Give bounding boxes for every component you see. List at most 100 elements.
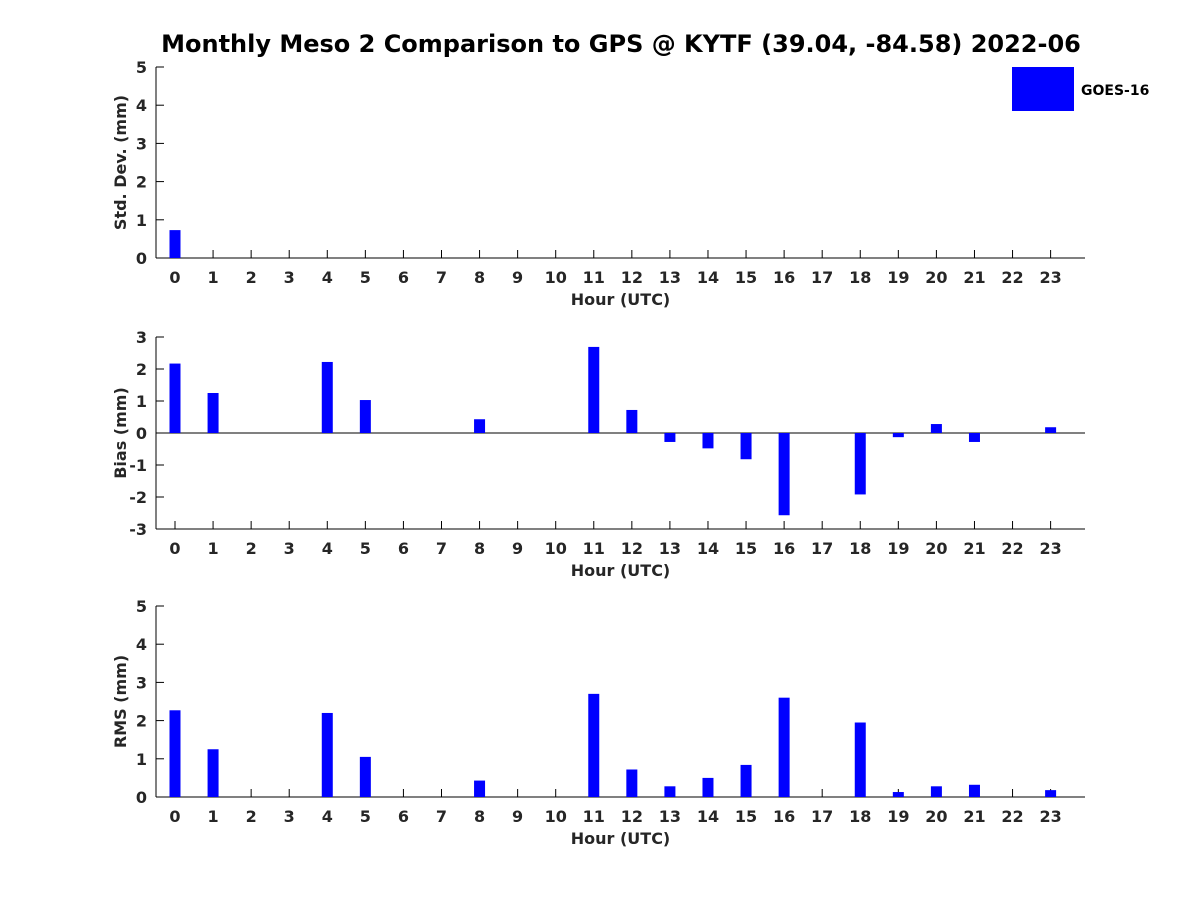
rms-bar-0 [169,710,181,797]
rms-x-axis-label: Hour (UTC) [571,829,671,848]
bias-x-tick-label: 4 [322,539,333,558]
std-dev-x-tick-label: 5 [360,268,371,287]
bias-y-tick-label: 1 [136,392,147,411]
std-dev-x-tick-label: 3 [284,268,295,287]
bias-bar-11 [588,346,600,433]
bias-y-tick-label: 3 [136,328,147,347]
std-dev-x-tick-label: 16 [773,268,795,287]
rms-x-tick-label: 6 [398,807,409,826]
std-dev-x-tick-label: 10 [545,268,567,287]
rms-x-tick-label: 16 [773,807,795,826]
bias-bar-13 [664,433,676,442]
rms-x-tick-label: 9 [512,807,523,826]
bias-x-tick-label: 18 [849,539,871,558]
bias-x-tick-label: 9 [512,539,523,558]
std-dev-bar-0 [169,230,181,258]
bias-bar-12 [626,409,638,433]
bias-x-tick-label: 17 [811,539,833,558]
std-dev-y-tick-label: 3 [136,134,147,153]
bias-bar-19 [892,433,904,438]
bias-bar-14 [702,433,714,449]
bias-x-tick-label: 7 [436,539,447,558]
bias-bar-15 [740,433,752,460]
bias-bar-23 [1045,427,1057,433]
rms-x-tick-label: 14 [697,807,719,826]
bias-y-axis-label: Bias (mm) [111,387,130,479]
chart-title: Monthly Meso 2 Comparison to GPS @ KYTF … [161,30,1081,58]
bias-x-tick-label: 21 [963,539,985,558]
bias-x-tick-label: 10 [545,539,567,558]
rms-x-tick-label: 10 [545,807,567,826]
std-dev-x-tick-label: 2 [246,268,257,287]
rms-y-tick-label: 2 [136,712,147,731]
std-dev-x-tick-label: 6 [398,268,409,287]
std-dev-x-tick-label: 22 [1001,268,1023,287]
bias-bar-21 [968,433,980,442]
rms-x-tick-label: 23 [1039,807,1061,826]
std-dev-x-tick-label: 21 [963,268,985,287]
std-dev-x-tick-label: 0 [169,268,180,287]
bias-x-tick-label: 20 [925,539,947,558]
rms-x-tick-label: 7 [436,807,447,826]
bias-x-axis-label: Hour (UTC) [571,561,671,580]
rms-bar-18 [854,722,866,797]
std-dev-x-tick-label: 18 [849,268,871,287]
bias-bar-5 [359,400,371,433]
bias-x-tick-label: 22 [1001,539,1023,558]
bias-x-tick-label: 3 [284,539,295,558]
rms-bar-21 [968,784,980,797]
std-dev-x-tick-label: 23 [1039,268,1061,287]
rms-y-tick-label: 5 [136,597,147,616]
rms-y-tick-label: 3 [136,673,147,692]
rms-bar-15 [740,764,752,797]
rms-x-tick-label: 3 [284,807,295,826]
std-dev-y-tick-label: 1 [136,211,147,230]
legend-label: GOES-16 [1081,83,1149,99]
std-dev-x-tick-label: 13 [659,268,681,287]
rms-x-tick-label: 5 [360,807,371,826]
bias-y-tick-label: -2 [129,488,147,507]
rms-bar-5 [359,756,371,797]
bias-bar-0 [169,363,181,433]
rms-bar-12 [626,769,638,797]
std-dev-x-tick-label: 8 [474,268,485,287]
rms-x-tick-label: 15 [735,807,757,826]
bias-x-tick-label: 2 [246,539,257,558]
rms-x-tick-label: 18 [849,807,871,826]
rms-x-tick-label: 21 [963,807,985,826]
bias-x-tick-label: 11 [583,539,605,558]
rms-y-tick-label: 1 [136,750,147,769]
rms-bar-20 [930,786,942,797]
bias-y-tick-label: -3 [129,520,147,539]
rms-x-tick-label: 1 [207,807,218,826]
std-dev-x-tick-label: 9 [512,268,523,287]
rms-bar-16 [778,697,790,797]
rms-bar-8 [474,780,486,797]
rms-bar-23 [1045,790,1057,797]
bias-y-tick-label: 2 [136,360,147,379]
bias-x-tick-label: 14 [697,539,719,558]
std-dev-x-tick-label: 14 [697,268,719,287]
std-dev-y-tick-label: 2 [136,173,147,192]
rms-x-tick-label: 11 [583,807,605,826]
rms-x-tick-label: 2 [246,807,257,826]
rms-y-tick-label: 0 [136,788,147,807]
std-dev-x-tick-label: 17 [811,268,833,287]
rms-x-tick-label: 20 [925,807,947,826]
rms-bar-11 [588,693,600,797]
bias-x-tick-label: 0 [169,539,180,558]
std-dev-x-tick-label: 7 [436,268,447,287]
rms-y-tick-label: 4 [136,635,147,654]
bias-bar-16 [778,433,790,516]
rms-bar-1 [207,749,219,797]
std-dev-x-tick-label: 1 [207,268,218,287]
rms-x-tick-label: 13 [659,807,681,826]
std-dev-x-axis-label: Hour (UTC) [571,290,671,309]
bias-y-tick-label: -1 [129,456,147,475]
bias-y-tick-label: 0 [136,424,147,443]
std-dev-x-tick-label: 20 [925,268,947,287]
bias-x-tick-label: 16 [773,539,795,558]
legend-swatch [1012,67,1074,111]
rms-x-tick-label: 4 [322,807,333,826]
